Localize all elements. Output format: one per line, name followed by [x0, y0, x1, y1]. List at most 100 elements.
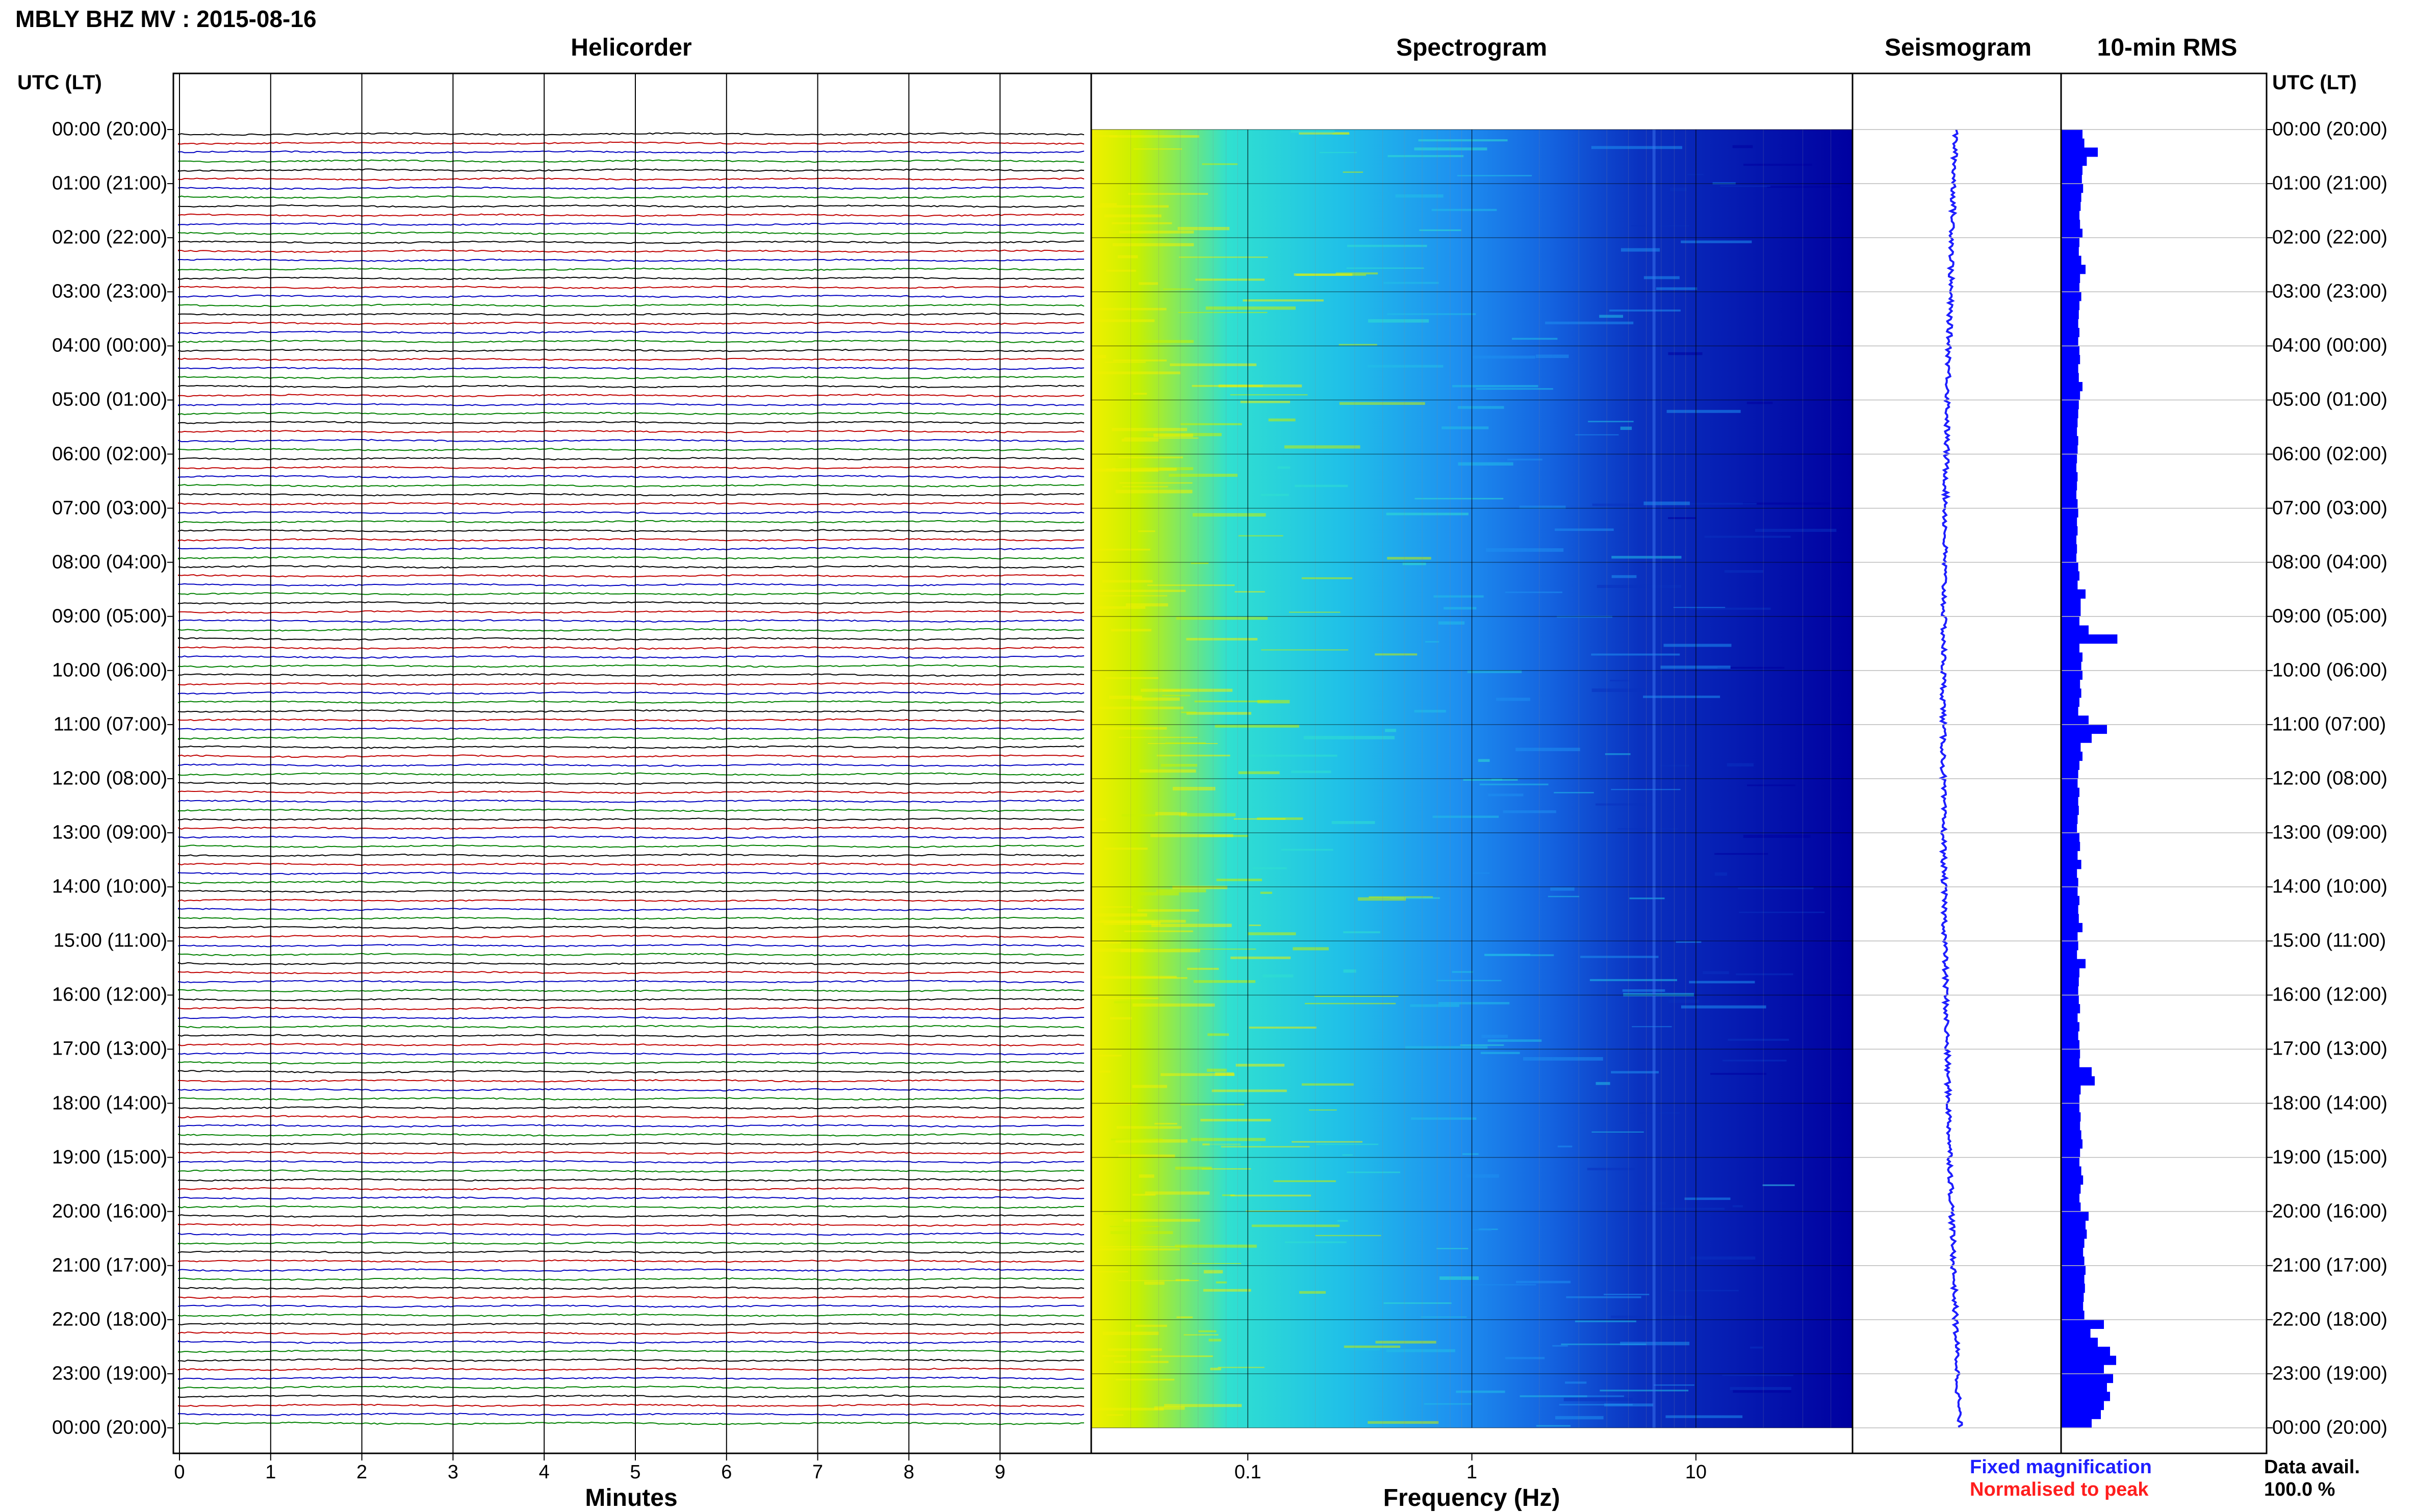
- spectrogram-streak: [1186, 712, 1251, 715]
- helicorder-trace: [178, 538, 1085, 542]
- rms-bar: [2061, 1338, 2098, 1347]
- rms-bar: [2061, 841, 2080, 851]
- spectrogram-streak: [1137, 909, 1199, 912]
- rms-bar: [2061, 228, 2082, 238]
- rms-bar: [2061, 986, 2078, 995]
- rms-bar: [2061, 255, 2081, 265]
- spectrogram-streak: [1128, 193, 1208, 195]
- spectrogram: [1091, 130, 1853, 1428]
- spectrogram-streak: [1704, 535, 1791, 538]
- rms-bar: [2061, 1301, 2084, 1311]
- spectrogram-streak: [1668, 352, 1703, 355]
- rms-bar: [2061, 868, 2077, 878]
- helicorder-trace: [178, 313, 1085, 316]
- helicorder-trace: [178, 1394, 1085, 1398]
- spectrogram-streak: [1153, 433, 1193, 438]
- spectrogram-streak: [1604, 1403, 1654, 1406]
- time-label-right: 09:00 (05:00): [2272, 605, 2388, 627]
- time-label-left: 14:00 (10:00): [52, 876, 167, 898]
- spectrogram-streak: [1164, 1404, 1242, 1407]
- spectrogram-streak: [1180, 423, 1242, 425]
- spectrogram-streak: [1176, 1316, 1193, 1318]
- rms-bar: [2061, 1202, 2081, 1212]
- spectrogram-streak: [1277, 466, 1291, 469]
- spectrogram-streak: [1109, 696, 1142, 699]
- helicorder-trace: [178, 493, 1085, 497]
- spectrogram-streak: [1550, 887, 1575, 891]
- helicorder-title: Helicorder: [571, 34, 692, 61]
- helicorder-trace: [178, 601, 1085, 605]
- spectrogram-streak: [1733, 1390, 1791, 1393]
- rms-bar: [2061, 157, 2087, 166]
- rms-bar: [2061, 1365, 2104, 1374]
- spectrogram-streak: [1554, 792, 1594, 793]
- helicorder-trace: [178, 1295, 1085, 1299]
- helicorder-trace: [178, 1034, 1085, 1038]
- rms-bar: [2061, 833, 2079, 842]
- spectrogram-streak: [1505, 591, 1562, 594]
- spectrogram-streak: [1375, 653, 1418, 656]
- helicorder-trace: [178, 989, 1085, 992]
- spectrogram-streak: [1247, 932, 1296, 936]
- rms-bar: [2061, 445, 2078, 454]
- spectrogram-streak: [1552, 1345, 1568, 1347]
- helicorder-trace: [178, 159, 1084, 163]
- helicorder-trace: [178, 574, 1085, 578]
- minute-tick-label: 7: [812, 1462, 824, 1483]
- spectrogram-streak: [1643, 501, 1690, 505]
- helicorder-trace: [178, 1106, 1085, 1110]
- helicorder-trace: [178, 583, 1085, 587]
- rms-bar: [2061, 526, 2078, 536]
- spectrogram-streak: [1110, 1017, 1132, 1020]
- spectrogram-streak: [1676, 941, 1702, 943]
- time-label-right: 12:00 (08:00): [2272, 767, 2388, 789]
- rms-bar: [2061, 1184, 2081, 1194]
- rms-bar: [2061, 959, 2086, 968]
- spectrogram-streak: [1098, 1070, 1111, 1073]
- spectrogram-streak: [1193, 980, 1255, 983]
- helicorder-trace: [178, 935, 1085, 938]
- spectrogram-streak: [1100, 203, 1117, 206]
- spectrogram-streak: [1580, 956, 1659, 958]
- rms-bar: [2061, 1292, 2084, 1302]
- spectrogram-streak: [1414, 709, 1446, 713]
- helicorder-trace: [178, 1331, 1085, 1335]
- spectrogram-streak: [1150, 1355, 1213, 1357]
- spectrogram-streak: [1115, 490, 1193, 494]
- spectrogram-streak: [1591, 1131, 1644, 1133]
- spectrogram-streak: [1093, 906, 1133, 908]
- spectrogram-streak: [1114, 1361, 1169, 1363]
- rms-bar: [2061, 1067, 2092, 1077]
- spectrogram-streak: [1186, 637, 1258, 640]
- helicorder-trace: [178, 1196, 1085, 1200]
- spectrogram-streak: [1289, 611, 1341, 613]
- spectrogram-streak: [1507, 458, 1542, 460]
- helicorder-trace: [178, 547, 1084, 551]
- rms-bar: [2061, 219, 2080, 229]
- spectrogram-streak: [1119, 1103, 1138, 1105]
- spectrogram-streak: [1732, 145, 1753, 148]
- spectrogram-streak: [1632, 1026, 1672, 1028]
- helicorder-trace: [178, 466, 1085, 470]
- helicorder-trace: [178, 195, 1085, 199]
- spectrogram-streak: [1668, 517, 1696, 519]
- spectrogram-streak: [1551, 1395, 1624, 1397]
- spectrogram-streak: [1762, 1184, 1795, 1186]
- minute-tick-label: 3: [447, 1462, 458, 1483]
- rms-bar: [2061, 760, 2079, 770]
- rms-bar: [2061, 391, 2080, 400]
- helicorder-trace: [178, 754, 1085, 758]
- helicorder-trace: [178, 889, 1085, 893]
- helicorder-trace: [178, 502, 1085, 506]
- rms-bar: [2061, 770, 2078, 779]
- helicorder-trace: [178, 385, 1085, 389]
- spectrogram-streak: [1281, 849, 1333, 851]
- spectrogram-streak: [1684, 1197, 1731, 1200]
- rms-bar: [2061, 1311, 2085, 1320]
- spectrogram-streak: [1249, 1027, 1317, 1029]
- helicorder-trace: [178, 1052, 1085, 1056]
- rms-bar: [2061, 607, 2081, 617]
- helicorder-trace: [178, 150, 1085, 154]
- helicorder-trace: [178, 926, 1085, 930]
